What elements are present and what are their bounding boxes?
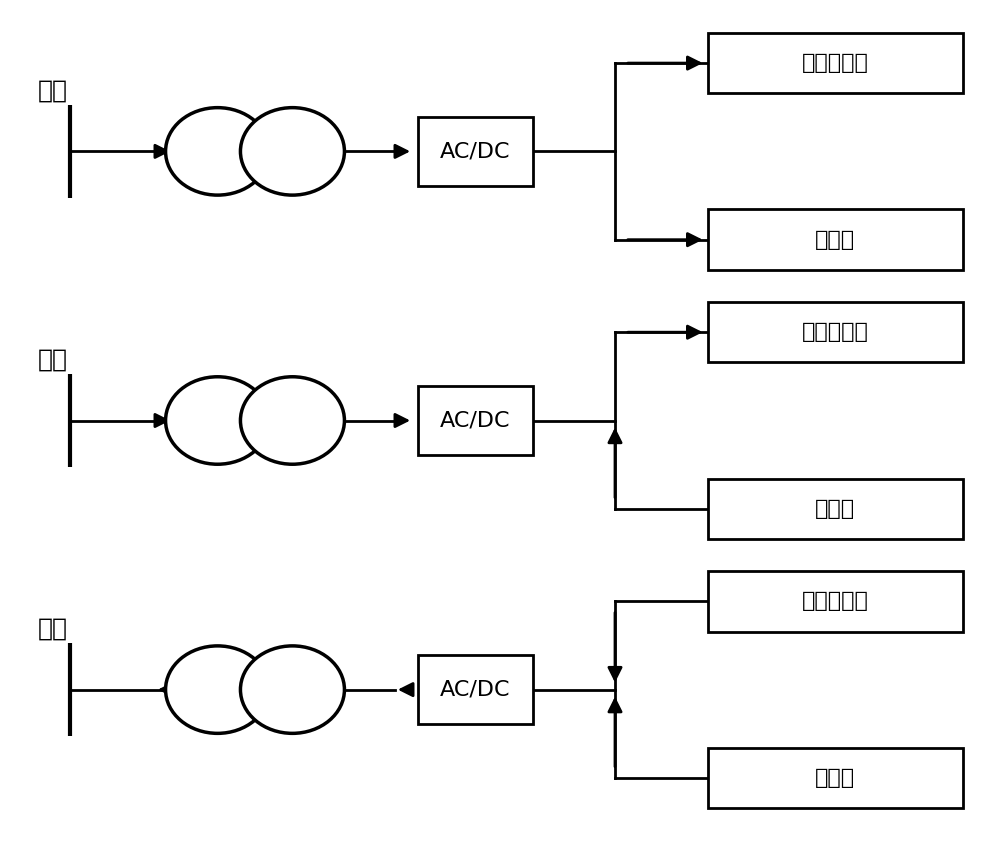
Text: 电池筱: 电池筱	[815, 230, 855, 250]
Circle shape	[240, 108, 344, 195]
Circle shape	[166, 108, 270, 195]
Text: 电网: 电网	[38, 79, 68, 103]
Text: 充电桃终端: 充电桃终端	[802, 53, 868, 73]
Circle shape	[166, 646, 270, 733]
Bar	[418, 386, 532, 455]
Text: AC/DC: AC/DC	[440, 410, 510, 431]
Text: 电池筱: 电池筱	[815, 768, 855, 788]
Bar	[708, 33, 962, 93]
Text: AC/DC: AC/DC	[440, 141, 510, 161]
Bar	[418, 655, 532, 724]
Circle shape	[240, 377, 344, 464]
Circle shape	[166, 377, 270, 464]
Text: AC/DC: AC/DC	[440, 680, 510, 700]
Circle shape	[240, 646, 344, 733]
Bar	[708, 479, 962, 539]
Bar	[418, 117, 532, 186]
Text: 充电桃终端: 充电桃终端	[802, 591, 868, 611]
Text: 电池筱: 电池筱	[815, 499, 855, 519]
Text: 电网: 电网	[38, 617, 68, 641]
Bar	[708, 748, 962, 808]
Text: 充电桃终端: 充电桃终端	[802, 322, 868, 342]
Bar	[708, 302, 962, 362]
Text: 电网: 电网	[38, 348, 68, 372]
Bar	[708, 571, 962, 632]
Bar	[708, 209, 962, 270]
